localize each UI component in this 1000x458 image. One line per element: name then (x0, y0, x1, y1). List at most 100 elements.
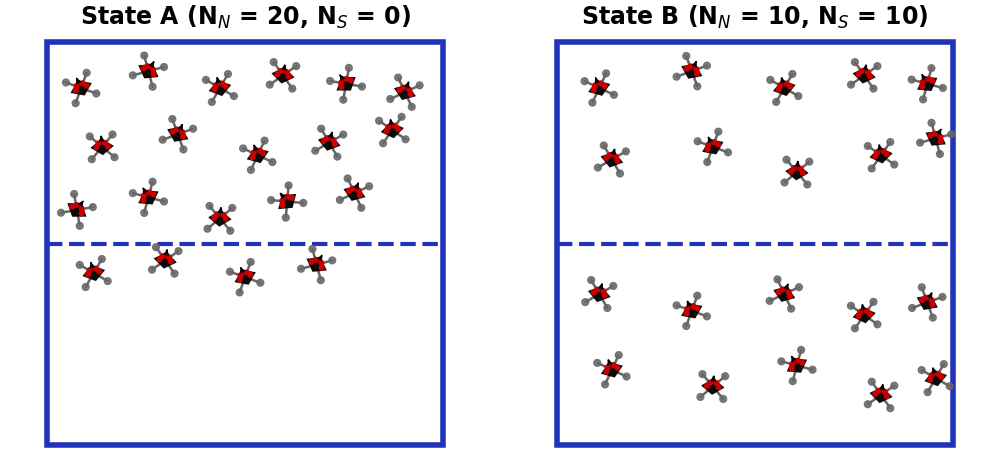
FancyArrowPatch shape (932, 368, 936, 373)
Circle shape (98, 256, 105, 262)
Circle shape (350, 186, 355, 191)
Circle shape (293, 63, 300, 70)
Circle shape (227, 227, 234, 234)
Circle shape (852, 59, 858, 65)
Circle shape (79, 206, 84, 211)
FancyArrowPatch shape (77, 79, 80, 83)
Circle shape (781, 179, 788, 186)
Circle shape (89, 204, 96, 211)
Circle shape (309, 245, 316, 252)
Polygon shape (318, 135, 341, 151)
Circle shape (159, 136, 166, 143)
FancyArrowPatch shape (878, 145, 882, 150)
Circle shape (84, 83, 89, 88)
Circle shape (605, 365, 610, 370)
Circle shape (932, 131, 937, 136)
Circle shape (716, 142, 720, 147)
Circle shape (248, 273, 253, 277)
FancyArrowPatch shape (389, 120, 393, 125)
Circle shape (864, 309, 869, 313)
Circle shape (395, 74, 401, 81)
Circle shape (231, 93, 237, 99)
Circle shape (398, 114, 405, 120)
Polygon shape (82, 265, 105, 281)
Circle shape (223, 217, 228, 221)
Circle shape (416, 82, 423, 89)
Circle shape (788, 305, 795, 312)
Circle shape (848, 81, 854, 88)
Circle shape (891, 161, 898, 168)
FancyArrowPatch shape (164, 250, 168, 255)
Circle shape (280, 203, 285, 207)
Circle shape (887, 139, 894, 145)
Circle shape (161, 64, 167, 71)
Circle shape (344, 76, 349, 81)
Circle shape (70, 204, 75, 209)
Circle shape (859, 69, 864, 73)
Circle shape (106, 144, 110, 149)
Circle shape (285, 182, 292, 189)
Circle shape (617, 170, 623, 177)
Circle shape (712, 140, 716, 144)
FancyArrowPatch shape (79, 202, 83, 206)
Circle shape (720, 396, 727, 402)
Circle shape (623, 373, 630, 380)
Circle shape (884, 152, 889, 157)
Circle shape (157, 257, 162, 262)
Circle shape (806, 158, 813, 165)
Circle shape (875, 150, 880, 154)
Circle shape (591, 87, 596, 93)
Circle shape (289, 196, 294, 200)
Circle shape (714, 381, 719, 386)
FancyArrowPatch shape (254, 146, 258, 151)
Circle shape (167, 255, 171, 260)
Circle shape (408, 104, 415, 110)
Circle shape (141, 193, 146, 198)
Circle shape (766, 298, 773, 304)
Circle shape (694, 67, 699, 71)
Circle shape (111, 154, 118, 161)
Circle shape (691, 304, 695, 308)
Circle shape (71, 191, 78, 197)
Polygon shape (90, 138, 114, 155)
Circle shape (705, 384, 709, 388)
Circle shape (309, 259, 314, 264)
Circle shape (792, 166, 796, 170)
Circle shape (881, 149, 886, 153)
Circle shape (685, 306, 690, 311)
Polygon shape (853, 67, 876, 83)
Circle shape (778, 358, 785, 365)
Circle shape (920, 96, 926, 103)
FancyArrowPatch shape (692, 62, 696, 67)
Circle shape (856, 314, 861, 318)
Circle shape (104, 278, 111, 284)
Circle shape (215, 212, 219, 217)
Circle shape (848, 302, 854, 309)
Circle shape (225, 71, 231, 77)
Circle shape (280, 198, 285, 203)
Circle shape (392, 124, 397, 128)
FancyArrowPatch shape (612, 149, 615, 154)
Circle shape (581, 78, 588, 85)
Circle shape (784, 81, 789, 86)
FancyArrowPatch shape (143, 188, 147, 193)
Circle shape (240, 145, 246, 152)
Circle shape (928, 120, 935, 126)
Circle shape (339, 80, 344, 85)
Circle shape (340, 96, 347, 103)
Circle shape (149, 178, 156, 185)
Circle shape (214, 83, 218, 87)
Circle shape (58, 209, 64, 216)
Circle shape (790, 366, 794, 371)
Circle shape (170, 130, 175, 134)
FancyArrowPatch shape (329, 133, 333, 137)
FancyArrowPatch shape (217, 78, 220, 83)
Circle shape (313, 257, 318, 262)
Polygon shape (681, 64, 702, 79)
Circle shape (776, 87, 781, 92)
Circle shape (599, 81, 603, 86)
Circle shape (269, 159, 276, 165)
Circle shape (909, 305, 915, 311)
Circle shape (868, 312, 872, 316)
Circle shape (261, 137, 268, 144)
